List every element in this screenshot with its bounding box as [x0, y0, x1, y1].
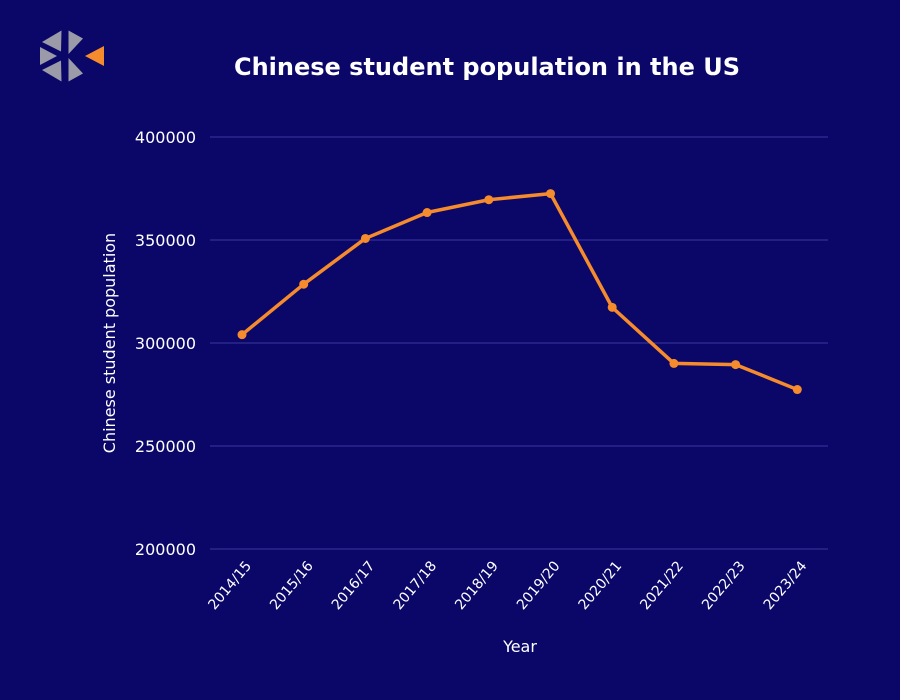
y-tick-label: 300000: [135, 334, 196, 353]
data-point: [299, 279, 309, 289]
data-point: [792, 385, 802, 395]
logo-segment: [68, 30, 83, 54]
x-axis-title: Year: [502, 637, 537, 656]
data-point: [607, 302, 617, 312]
data-point: [546, 189, 555, 199]
data-point: [484, 195, 494, 205]
logo-icon: [40, 30, 104, 82]
y-axis-title: Chinese student population: [100, 233, 119, 453]
data-point: [422, 208, 432, 218]
logo-arrow: [85, 46, 104, 66]
data-point: [360, 233, 370, 243]
chart-title: Chinese student population in the US: [234, 53, 740, 81]
logo-segment: [68, 58, 83, 82]
series-line: [240, 191, 800, 392]
data-point: [669, 358, 679, 368]
y-tick-label: 400000: [135, 128, 196, 147]
y-tick-label: 200000: [135, 540, 196, 559]
y-tick-label: 250000: [135, 437, 196, 456]
y-tick-label: 350000: [135, 231, 196, 250]
data-point: [237, 330, 247, 340]
series: [237, 189, 802, 395]
gridlines: [210, 136, 828, 550]
y-axis-ticks: 200000 250000 300000 350000 400000: [135, 128, 196, 559]
logo-segment: [42, 30, 62, 52]
logo-segment: [40, 47, 57, 65]
data-point: [731, 360, 741, 370]
logo-segment: [42, 60, 62, 82]
